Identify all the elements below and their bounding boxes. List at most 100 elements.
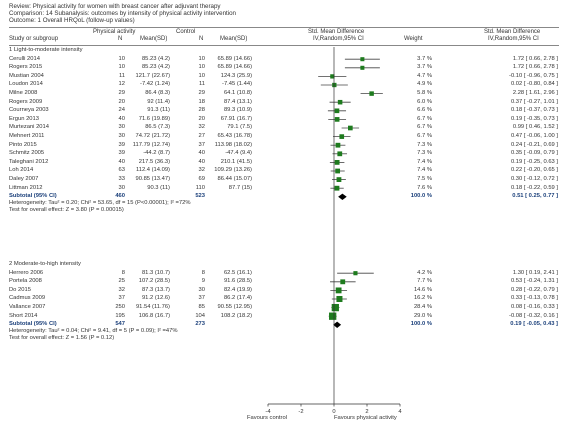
ctrl-n: 20 <box>198 115 205 122</box>
subgroup-title: 1 Light-to-moderate intensity <box>9 47 83 53</box>
heterogeneity-text: Heterogeneity: Tau² = 0.04; Chi² = 9.41,… <box>9 328 178 334</box>
review-line: Review: Physical activity for women with… <box>9 3 221 10</box>
study-ci-text: 0.02 [ -0.80, 0.84 ] <box>510 81 558 88</box>
study-name: Murtezani 2014 <box>9 124 49 131</box>
pa-mean-sd: 90.3 (11) <box>147 184 170 191</box>
pa-n: 10 <box>118 64 125 71</box>
x-tick-label: 4 <box>398 409 402 415</box>
pa-n: 24 <box>118 107 125 114</box>
pa-n: 12 <box>118 81 125 88</box>
effect-box <box>334 185 340 191</box>
effect-box <box>335 168 341 174</box>
ctrl-mean-sd: 86.2 (17.4) <box>223 295 252 302</box>
pa-mean-sd: 85.23 (4.2) <box>141 64 170 71</box>
pa-n: 40 <box>118 158 125 165</box>
pa-mean-sd: 91.2 (12.6) <box>141 295 170 302</box>
ctrl-n: 37 <box>198 141 205 148</box>
ctrl-mean-sd: 90.55 (12.95) <box>217 304 252 310</box>
effect-box <box>336 295 343 303</box>
pa-n: 63 <box>118 167 125 174</box>
ctrl-mean-sd: 91.6 (28.5) <box>223 278 252 285</box>
ctrl-mean-sd: 87.7 (15) <box>228 184 252 191</box>
subtotal-ci-text: 0.51 [ 0.25, 0.77 ] <box>512 193 558 200</box>
ctrl-n: 69 <box>198 176 205 182</box>
ctrl-mean-sd: 62.5 (16.1) <box>223 269 252 276</box>
ctrl-n: 40 <box>198 150 205 157</box>
pa-mean-sd: 92 (11.4) <box>147 98 170 105</box>
study-weight: 5.8 % <box>417 90 432 96</box>
ctrl-n: 37 <box>198 295 205 302</box>
effect-box <box>337 151 343 157</box>
header-separator <box>9 27 559 28</box>
effect-box <box>334 108 340 114</box>
study-name: Vallance 2007 <box>9 304 46 310</box>
ctrl-mean-sd: 65.43 (16.78) <box>217 133 252 139</box>
subtotal-ctrl-n: 273 <box>195 321 205 328</box>
pa-n: 8 <box>121 269 125 276</box>
study-name: Daley 2007 <box>9 176 39 182</box>
ctrl-mean-sd: 65.89 (14.66) <box>217 64 252 71</box>
study-weight: 7.4 % <box>417 158 432 165</box>
ctrl-mean-sd: 82.4 (19.9) <box>223 286 252 293</box>
study-weight: 4.9 % <box>417 81 432 88</box>
outcome-line: Outcome: 1 Overall HRQoL (follow-up valu… <box>9 17 135 24</box>
ctrl-n: 32 <box>198 167 205 174</box>
ctrl-mean-sd: 87.4 (13.1) <box>223 98 252 105</box>
col-weight: Weight <box>404 36 423 42</box>
subtotal-label: Subtotal (95% CI) <box>9 321 57 328</box>
study-name: Do 2015 <box>9 286 31 293</box>
favours-pa-label: Favours physical activity <box>334 415 397 421</box>
pa-n: 30 <box>118 184 125 191</box>
ctrl-n: 32 <box>198 124 205 131</box>
study-ci-text: 0.99 [ 0.46, 1.52 ] <box>512 124 558 131</box>
pa-n: 30 <box>118 133 125 139</box>
x-tick-label: -4 <box>265 409 271 415</box>
study-ci-text: 0.18 [ -0.37, 0.73 ] <box>510 107 558 114</box>
pa-n: 195 <box>115 312 125 319</box>
study-weight: 29.0 % <box>413 312 432 319</box>
study-ci-text: 1.72 [ 0.66, 2.78 ] <box>512 64 558 71</box>
col-smd-ci-method: IV,Random,95% CI <box>488 36 539 42</box>
ctrl-mean-sd: 124.3 (25.9) <box>220 72 252 79</box>
ctrl-n: 9 <box>201 278 205 285</box>
effect-box <box>360 57 365 62</box>
subtotal-diamond <box>333 321 342 328</box>
subtotal-pa-n: 460 <box>115 193 125 200</box>
study-ci-text: 0.19 [ -0.25, 0.63 ] <box>510 158 558 165</box>
study-ci-text: 0.22 [ -0.20, 0.65 ] <box>510 167 558 174</box>
ctrl-mean-sd: 64.1 (10.8) <box>223 90 252 96</box>
study-name: Cerulli 2014 <box>9 55 40 62</box>
ctrl-mean-sd: 79.1 (7.5) <box>227 124 252 131</box>
ctrl-mean-sd: 109.29 (13.26) <box>214 167 252 174</box>
study-name: Taleghani 2012 <box>9 158 49 165</box>
study-weight: 3.7 % <box>417 55 432 62</box>
col-study: Study or subgroup <box>9 36 59 42</box>
pa-mean-sd: 91.3 (11) <box>147 107 170 114</box>
effect-box <box>335 142 341 148</box>
pa-n: 37 <box>118 295 125 302</box>
ctrl-n: 40 <box>198 158 205 165</box>
ctrl-n: 10 <box>198 55 205 62</box>
pa-mean-sd: 90.85 (13.47) <box>135 176 170 182</box>
pa-mean-sd: 106.8 (16.7) <box>138 312 170 319</box>
pa-n: 11 <box>118 72 125 79</box>
study-weight: 28.4 % <box>413 304 432 310</box>
study-ci-text: 1.30 [ 0.19, 2.41 ] <box>512 269 558 276</box>
pa-mean-sd: 117.79 (12.74) <box>132 141 170 148</box>
col-pa-mean: Mean(SD) <box>140 36 168 42</box>
effect-box <box>369 91 374 96</box>
study-name: Rogers 2009 <box>9 98 43 105</box>
study-name: Loudon 2014 <box>9 81 43 88</box>
subtotal-weight: 100.0 % <box>410 193 432 200</box>
subtotal-ctrl-n: 523 <box>195 193 205 200</box>
ctrl-n: 10 <box>198 64 205 71</box>
ctrl-n: 18 <box>198 98 205 105</box>
ctrl-n: 104 <box>195 312 205 319</box>
subtotal-diamond <box>338 193 347 200</box>
effect-box <box>329 312 337 320</box>
study-name: Ergun 2013 <box>9 115 39 122</box>
subtotal-label: Subtotal (95% CI) <box>9 193 57 200</box>
effect-box <box>337 99 343 105</box>
study-ci-text: 0.19 [ -0.35, 0.73 ] <box>510 115 558 122</box>
ctrl-n: 110 <box>195 184 205 191</box>
